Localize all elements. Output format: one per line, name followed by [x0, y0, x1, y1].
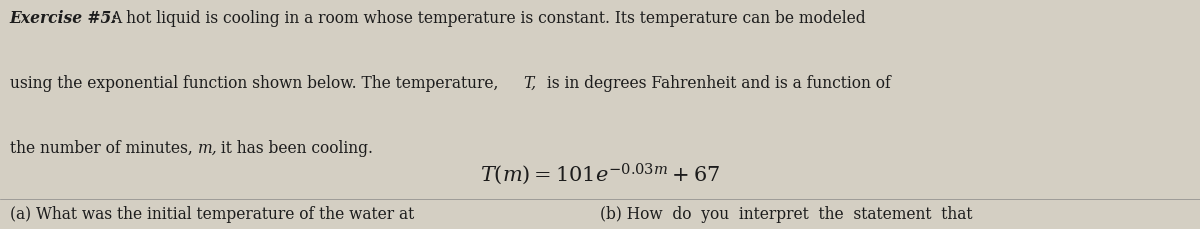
Text: m,: m,	[198, 140, 217, 157]
Text: $T(m)=101e^{-0.03m}+67$: $T(m)=101e^{-0.03m}+67$	[480, 161, 720, 187]
Text: it has been cooling.: it has been cooling.	[216, 140, 373, 157]
Text: the number of minutes,: the number of minutes,	[10, 140, 192, 157]
Text: Exercise #5:: Exercise #5:	[10, 10, 118, 27]
Text: (b) How  do  you  interpret  the  statement  that: (b) How do you interpret the statement t…	[600, 206, 972, 223]
Text: T,: T,	[523, 75, 536, 92]
Text: A hot liquid is cooling in a room whose temperature is constant. Its temperature: A hot liquid is cooling in a room whose …	[110, 10, 866, 27]
Text: using the exponential function shown below. The temperature,: using the exponential function shown bel…	[10, 75, 498, 92]
Text: is in degrees Fahrenheit and is a function of: is in degrees Fahrenheit and is a functi…	[542, 75, 892, 92]
Text: (a) What was the initial temperature of the water at: (a) What was the initial temperature of …	[10, 206, 414, 223]
